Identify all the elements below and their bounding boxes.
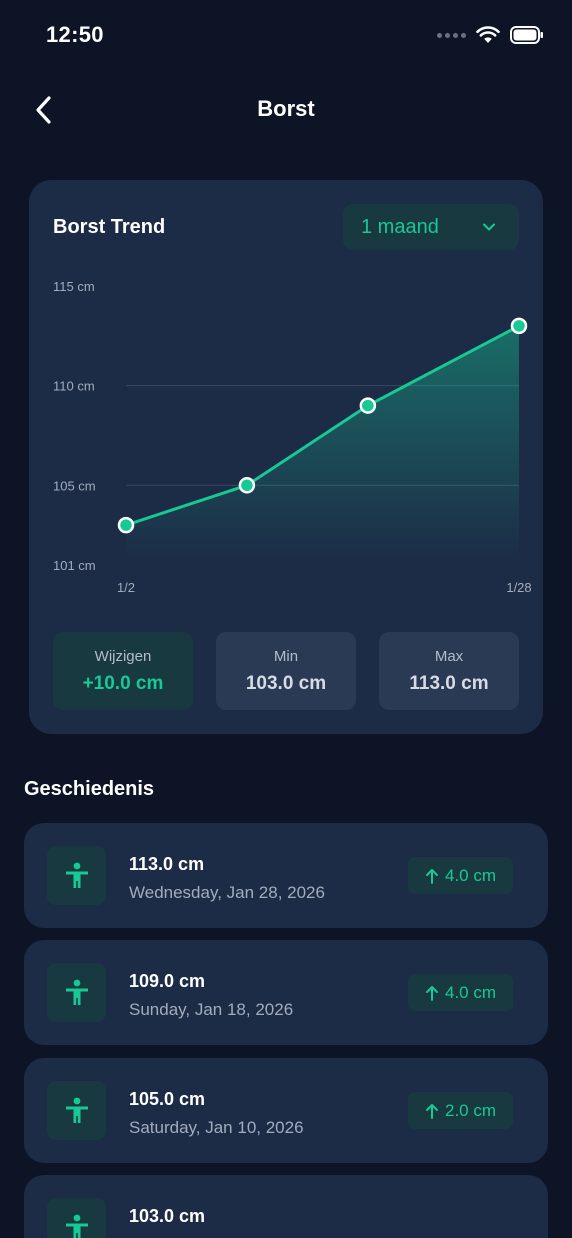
chart-area [126,325,519,553]
delta-value: 2.0 cm [444,1100,497,1120]
stat-change: Wijzigen +10.0 cm [53,632,193,710]
chart-point[interactable] [510,317,528,335]
person-icon [47,963,106,1022]
y-tick-label: 110 cm [53,379,95,394]
delta-badge: 4.0 cm [408,974,513,1011]
history-item[interactable]: 109.0 cm Sunday, Jan 18, 2026 4.0 cm [24,940,548,1045]
status-bar: 12:50 [0,0,572,72]
history-value: 105.0 cm [129,1089,206,1109]
history-date: Sunday, Jan 18, 2026 [129,1000,294,1019]
status-icons [437,26,544,44]
period-select[interactable]: 1 maand [343,204,519,250]
battery-icon [510,26,544,44]
chart-point[interactable] [359,397,377,414]
back-button[interactable] [26,92,62,128]
chevron-down-icon [483,223,495,231]
history-date: Wednesday, Jan 28, 2026 [129,883,325,902]
delta-badge: 2.0 cm [408,1092,513,1129]
stat-max-label: Max [434,648,464,665]
person-icon [47,1081,106,1140]
history-item[interactable]: 103.0 cm [24,1175,548,1238]
arrow-up-icon [425,1103,438,1119]
person-icon [47,846,106,905]
stat-min-value: 103.0 cm [245,673,327,694]
history-title: Geschiedenis [24,778,155,800]
chevron-left-icon [36,96,51,124]
period-label: 1 maand [361,215,439,238]
signal-icon [437,32,466,38]
stat-min-label: Min [273,648,299,665]
x-tick-label: 1/28 [506,580,531,595]
delta-value: 4.0 cm [444,982,497,1002]
y-tick-label: 115 cm [53,279,95,294]
delta-badge: 4.0 cm [408,857,513,894]
history-value: 109.0 cm [129,971,206,991]
page-title: Borst [257,96,315,121]
chart-point[interactable] [117,516,135,534]
arrow-up-icon [425,868,438,884]
history-date: Saturday, Jan 10, 2026 [129,1118,304,1137]
delta-value: 4.0 cm [444,865,497,885]
stat-max: Max 113.0 cm [379,632,519,710]
chart-line [124,324,521,527]
trend-chart: 115 cm 110 cm 105 cm 101 cm 1/2 1/28 [53,279,532,595]
stat-max-value: 113.0 cm [409,673,489,694]
history-item[interactable]: 105.0 cm Saturday, Jan 10, 2026 2.0 cm [24,1058,548,1163]
chart-point[interactable] [238,477,256,494]
status-time: 12:50 [46,22,104,47]
arrow-up-icon [425,985,438,1001]
stat-min: Min 103.0 cm [216,632,356,710]
card-title: Borst Trend [53,216,166,238]
wifi-icon [476,26,500,44]
stat-change-value: +10.0 cm [82,673,164,694]
stat-change-label: Wijzigen [94,648,152,665]
person-icon [47,1198,106,1238]
trend-card: Borst Trend 1 maand 115 cm 110 cm 105 cm 10… [29,180,543,734]
history-value: 103.0 cm [129,1206,206,1226]
nav-bar: Borst [0,84,572,136]
history-value: 113.0 cm [129,854,205,874]
x-tick-label: 1/2 [117,580,135,595]
y-tick-label: 101 cm [53,558,96,573]
history-item[interactable]: 113.0 cm Wednesday, Jan 28, 2026 4.0 cm [24,823,548,928]
y-tick-label: 105 cm [53,478,96,493]
